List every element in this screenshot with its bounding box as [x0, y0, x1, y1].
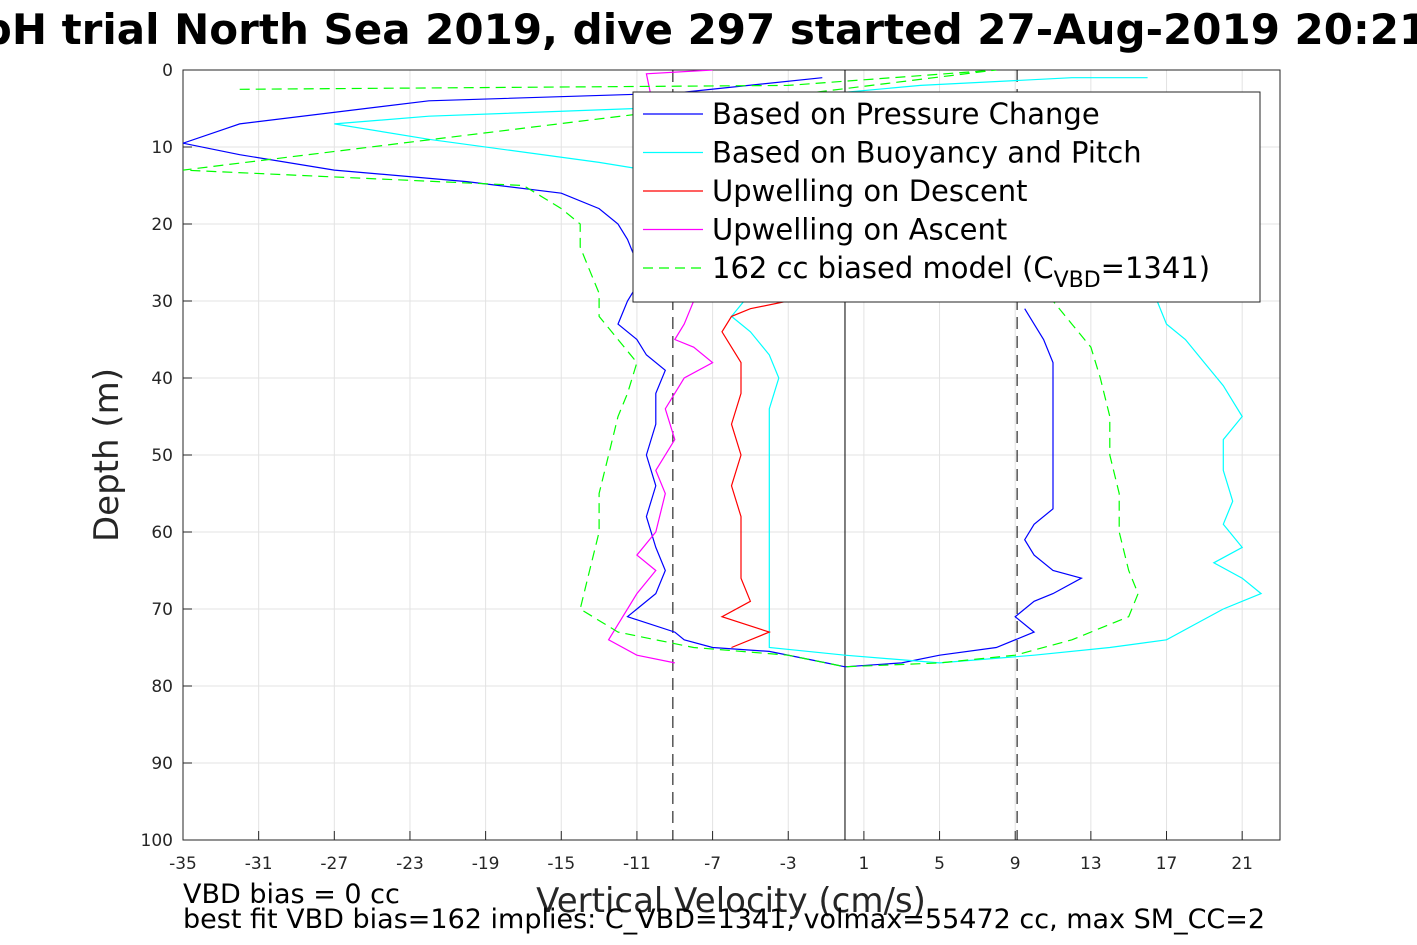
y-axis-ticks: 0 10 20 30 40 50 60 70 80 90 100	[141, 61, 192, 851]
x-tick-label: 1	[858, 854, 869, 874]
legend-box	[632, 91, 1261, 303]
x-tick-label: 21	[1231, 854, 1253, 874]
legend-label: Upwelling on Ascent	[712, 213, 1007, 247]
x-axis-ticks: -35 -31 -27 -23 -19 -15 -11 -7 -3 1 5 9 13 17 21	[169, 831, 1253, 874]
x-tick-label: 13	[1080, 854, 1102, 874]
y-tick-label: 70	[151, 600, 173, 620]
footnote-best-fit: best fit VBD bias=162 implies: C_VBD=134…	[183, 904, 1265, 935]
series-line-4	[607, 70, 714, 664]
y-tick-label: 50	[151, 446, 173, 466]
y-tick-label: 80	[151, 677, 173, 697]
x-tick-label: -23	[396, 854, 424, 874]
x-tick-label: -3	[780, 854, 797, 874]
legend: Based on Pressure Change Based on Buoyanc…	[632, 91, 1261, 303]
series-line-1	[183, 77, 1084, 668]
y-tick-label: 30	[151, 292, 173, 312]
x-tick-label: -31	[245, 854, 273, 874]
y-tick-label: 90	[151, 754, 173, 774]
x-tick-label: -27	[320, 854, 348, 874]
legend-label-main: 162 cc biased model (C	[712, 251, 1054, 285]
x-tick-label: -19	[472, 854, 500, 874]
y-tick-label: 60	[151, 523, 173, 543]
x-tick-label: -35	[169, 854, 197, 874]
y-tick-label: 40	[151, 369, 173, 389]
legend-label: 162 cc biased model (CVBD=1341)	[712, 251, 1210, 293]
legend-label-subscript: VBD	[1054, 268, 1101, 293]
x-tick-label: -11	[623, 854, 651, 874]
legend-label: Based on Pressure Change	[712, 97, 1100, 131]
y-tick-label: 10	[151, 138, 173, 158]
x-tick-label: 9	[1010, 854, 1021, 874]
legend-label: Upwelling on Descent	[712, 174, 1028, 208]
y-tick-label: 0	[162, 61, 173, 81]
chart-title: pH trial North Sea 2019, dive 297 starte…	[0, 5, 1417, 54]
series-line-5	[183, 70, 1139, 668]
series-line-2	[334, 77, 1263, 664]
x-tick-label: -7	[704, 854, 721, 874]
x-tick-label: 5	[934, 854, 945, 874]
x-tick-label: -15	[547, 854, 575, 874]
legend-label: Based on Buoyancy and Pitch	[712, 136, 1142, 170]
y-axis-label: Depth (m)	[87, 368, 127, 542]
x-tick-label: 17	[1156, 854, 1178, 874]
x-axis-label: Vertical Velocity (cm/s)	[536, 881, 926, 921]
footnote-vbd-bias: VBD bias = 0 cc	[183, 879, 400, 910]
legend-label-end: =1341)	[1101, 251, 1210, 285]
y-tick-label: 20	[151, 215, 173, 235]
y-tick-label: 100	[141, 831, 173, 851]
